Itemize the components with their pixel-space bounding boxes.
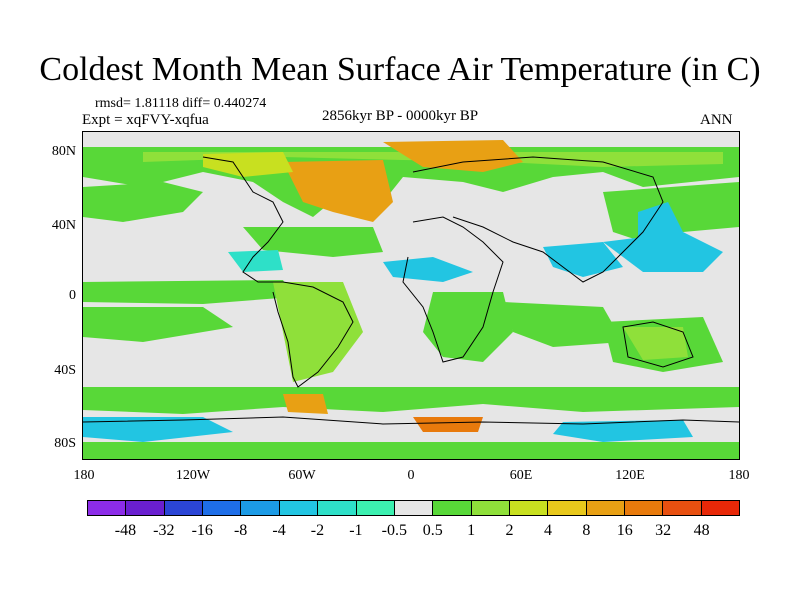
colorbar-label: -16 xyxy=(191,522,213,539)
colorbar-label: -8 xyxy=(233,522,248,539)
lat-label-40n: 40N xyxy=(51,218,76,233)
colorbar-label: -1 xyxy=(349,522,363,539)
colorbar-swatch xyxy=(318,501,357,515)
period-label: 2856kyr BP - 0000kyr BP xyxy=(321,108,479,124)
lat-label-80n: 80N xyxy=(51,144,76,159)
colorbar-label: -4 xyxy=(272,522,286,539)
colorbar-swatch xyxy=(164,501,204,515)
colorbar-label: 48 xyxy=(693,522,710,539)
coastlines xyxy=(83,156,739,425)
lon-label-120w: 120W xyxy=(175,468,211,483)
lat-label-40s: 40S xyxy=(54,363,76,378)
colorbar-swatch xyxy=(548,501,587,515)
australia-coast xyxy=(622,321,694,368)
map-panel xyxy=(82,131,740,460)
colorbar-label: 16 xyxy=(616,522,633,539)
tropical-pacific-green xyxy=(83,280,293,304)
colorbar-swatch xyxy=(203,501,242,515)
north-america-coast xyxy=(202,156,284,283)
colorbar-label: -0.5 xyxy=(381,522,407,539)
antarctica-coast xyxy=(83,416,739,425)
africa-coast xyxy=(402,216,504,363)
canada-yellow-region xyxy=(203,152,293,177)
australia-yellowgreen xyxy=(623,327,688,360)
antarctic-cyan-east xyxy=(553,420,693,442)
lon-label-0: 0 xyxy=(407,468,415,483)
colorbar-label: 4 xyxy=(543,522,552,539)
antarctic-warm-patch xyxy=(413,417,483,432)
north-pacific-green xyxy=(83,182,203,222)
lon-label-60e: 60E xyxy=(509,468,533,483)
southern-ocean-green xyxy=(83,387,739,414)
sahara-cyan xyxy=(383,257,473,282)
colorbar-label: 8 xyxy=(582,522,591,539)
colorbar-label: 2 xyxy=(505,522,514,539)
greenland-warm-region xyxy=(283,160,393,222)
africa-green xyxy=(423,292,513,362)
colorbar-swatch xyxy=(586,501,626,515)
arctic-warm-region xyxy=(383,140,523,172)
colorbar-swatch xyxy=(241,501,280,515)
colorbar xyxy=(87,500,740,516)
south-pacific-green xyxy=(83,307,233,342)
temperature-map xyxy=(83,132,739,459)
lon-label-120e: 120E xyxy=(615,468,645,483)
eurasia-coast xyxy=(412,156,664,283)
lat-label-0: 0 xyxy=(69,288,76,303)
lon-label-60w: 60W xyxy=(288,468,316,483)
antarctic-peninsula-orange xyxy=(283,394,328,414)
indian-ocean-green xyxy=(503,302,623,347)
colorbar-label: -32 xyxy=(153,522,175,539)
experiment-label: Expt = xqFVY-xqfua xyxy=(82,112,209,128)
colorbar-label: 0.5 xyxy=(422,522,443,539)
colorbar-label: -48 xyxy=(114,522,137,539)
colorbar-swatch xyxy=(356,501,395,515)
india-cyan xyxy=(543,242,623,277)
colorbar-label: 1 xyxy=(467,522,476,539)
colorbar-swatch xyxy=(471,501,510,515)
stats-label: rmsd= 1.81118 diff= 0.440274 xyxy=(95,96,267,111)
colorbar-label: -2 xyxy=(310,522,325,539)
colorbar-swatch xyxy=(625,501,664,515)
lon-label-180e: 180 xyxy=(728,468,750,483)
south-america-green xyxy=(273,282,363,382)
lat-label-80s: 80S xyxy=(54,436,76,451)
colorbar-swatch xyxy=(126,501,165,515)
north-atlantic-green xyxy=(243,227,383,257)
colorbar-swatch xyxy=(279,501,319,515)
colorbar-swatch xyxy=(701,501,740,515)
antarctic-cyan-west xyxy=(83,417,233,442)
colorbar-swatch xyxy=(88,501,127,515)
colorbar-swatch xyxy=(663,501,702,515)
plot-title: Coldest Month Mean Surface Air Temperatu… xyxy=(39,51,761,88)
lon-label-180w: 180 xyxy=(73,468,95,483)
season-label: ANN xyxy=(700,112,733,128)
colorbar-label: 32 xyxy=(655,522,672,539)
colorbar-swatch xyxy=(394,501,434,515)
south-america-coast xyxy=(272,281,354,388)
south-pole-band xyxy=(83,442,739,459)
colorbar-swatch xyxy=(433,501,472,515)
mexico-aqua xyxy=(228,250,283,272)
colorbar-swatch xyxy=(509,501,549,515)
